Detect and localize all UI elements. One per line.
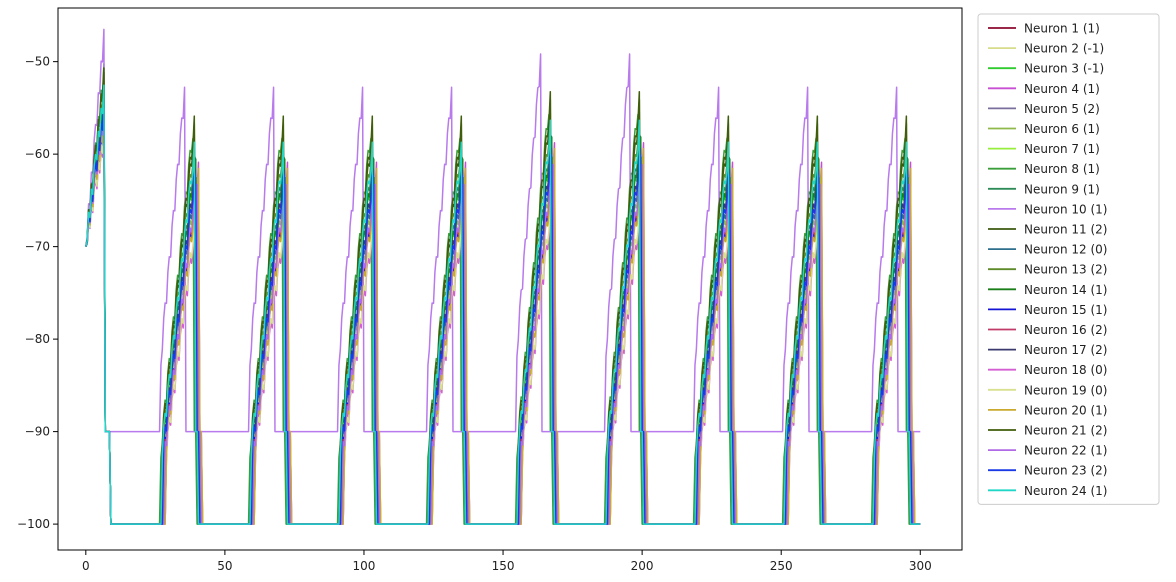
legend-label: Neuron 15 (1) bbox=[1024, 303, 1107, 317]
legend-label: Neuron 5 (2) bbox=[1024, 102, 1100, 116]
legend-label: Neuron 6 (1) bbox=[1024, 122, 1100, 136]
legend-label: Neuron 16 (2) bbox=[1024, 323, 1107, 337]
legend-label: Neuron 10 (1) bbox=[1024, 202, 1107, 216]
legend-label: Neuron 14 (1) bbox=[1024, 283, 1107, 297]
y-tick-label: −60 bbox=[25, 147, 50, 161]
y-tick-label: −100 bbox=[17, 517, 50, 531]
legend-label: Neuron 21 (2) bbox=[1024, 424, 1107, 438]
legend-label: Neuron 24 (1) bbox=[1024, 484, 1107, 498]
y-tick-label: −50 bbox=[25, 55, 50, 69]
legend-label: Neuron 23 (2) bbox=[1024, 464, 1107, 478]
legend-label: Neuron 19 (0) bbox=[1024, 383, 1107, 397]
legend-label: Neuron 8 (1) bbox=[1024, 162, 1100, 176]
series-line-neuron-24 bbox=[85, 84, 921, 525]
x-tick-label: 300 bbox=[909, 559, 932, 573]
legend-label: Neuron 13 (2) bbox=[1024, 263, 1107, 277]
legend-label: Neuron 11 (2) bbox=[1024, 223, 1107, 237]
legend-label: Neuron 9 (1) bbox=[1024, 182, 1100, 196]
legend-label: Neuron 3 (-1) bbox=[1024, 62, 1104, 76]
legend-label: Neuron 22 (1) bbox=[1024, 444, 1107, 458]
x-tick-label: 0 bbox=[82, 559, 90, 573]
legend-label: Neuron 4 (1) bbox=[1024, 82, 1100, 96]
series-layer bbox=[85, 28, 921, 525]
legend-label: Neuron 18 (0) bbox=[1024, 363, 1107, 377]
series-line-neuron-10 bbox=[85, 28, 921, 433]
plot-frame bbox=[57, 7, 963, 551]
y-tick-label: −70 bbox=[25, 240, 50, 254]
x-tick-label: 50 bbox=[217, 559, 232, 573]
x-axis: 0 50 100 150 200 250 300 bbox=[82, 550, 932, 573]
legend-label: Neuron 17 (2) bbox=[1024, 343, 1107, 357]
y-tick-label: −80 bbox=[25, 332, 50, 346]
x-tick-label: 150 bbox=[492, 559, 515, 573]
x-tick-label: 250 bbox=[770, 559, 793, 573]
y-tick-label: −90 bbox=[25, 425, 50, 439]
y-axis: −100 −90 −80 −70 −60 −50 bbox=[17, 55, 58, 531]
legend-box bbox=[977, 13, 1160, 505]
legend-label: Neuron 2 (-1) bbox=[1024, 42, 1104, 56]
x-tick-label: 200 bbox=[631, 559, 654, 573]
legend-label: Neuron 7 (1) bbox=[1024, 142, 1100, 156]
legend-label: Neuron 12 (0) bbox=[1024, 243, 1107, 257]
legend-label: Neuron 1 (1) bbox=[1024, 22, 1100, 36]
legend: Neuron 1 (1) Neuron 2 (-1) Neuron 3 (-1) Ne… bbox=[977, 13, 1160, 505]
x-tick-label: 100 bbox=[353, 559, 376, 573]
legend-label: Neuron 20 (1) bbox=[1024, 403, 1107, 417]
